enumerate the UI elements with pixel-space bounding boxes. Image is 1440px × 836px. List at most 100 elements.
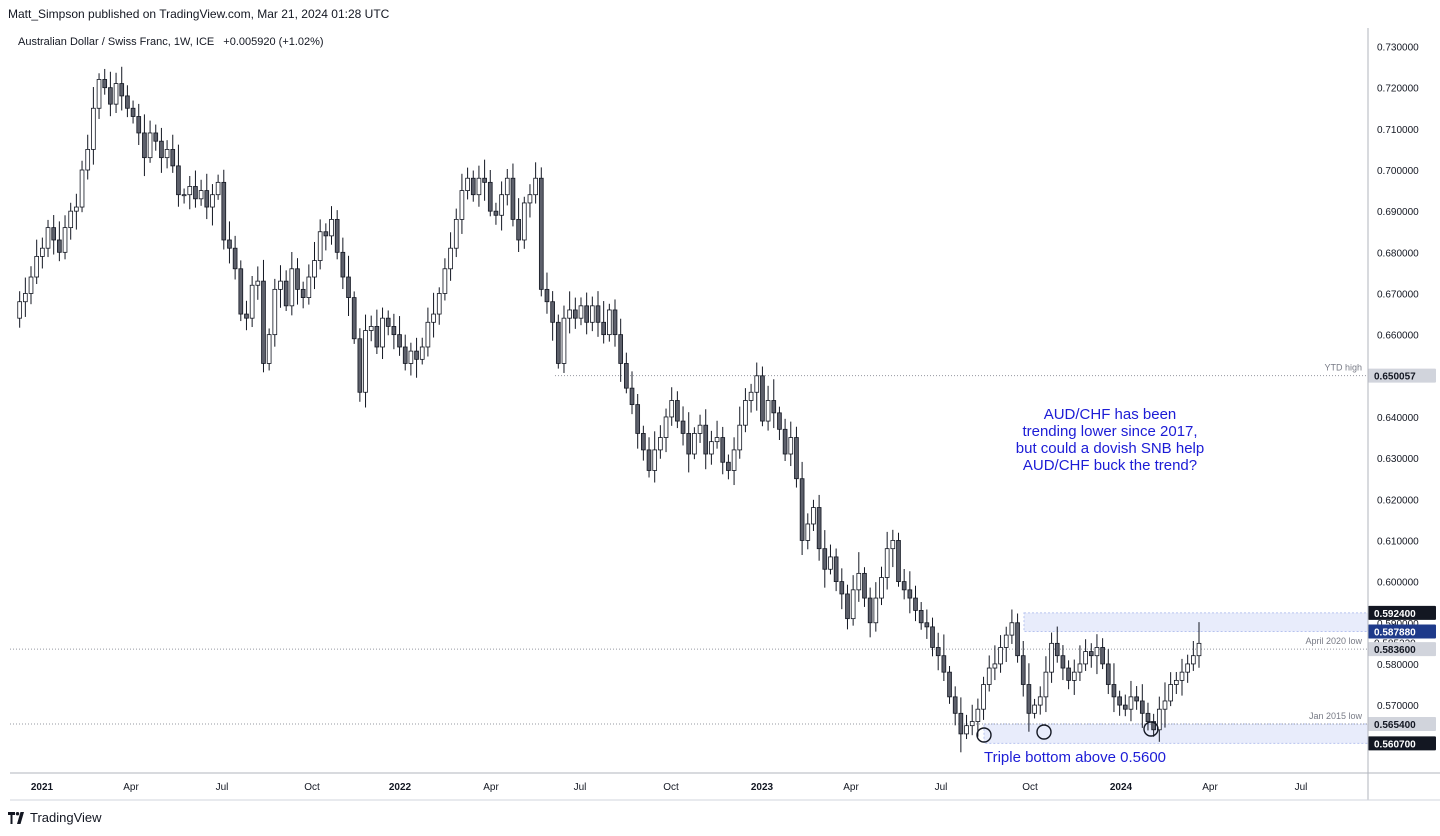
candle (856, 552, 862, 602)
footer-brand[interactable]: TradingView (8, 810, 102, 825)
candle (754, 362, 760, 411)
candle-body (913, 597, 918, 611)
x-axis: 2021 Apr Jul Oct 2022 Apr Jul Oct 2023 Apr Jul Oct 2… (31, 782, 1308, 793)
candle (176, 144, 181, 207)
candle (470, 170, 476, 202)
candle-body (142, 132, 147, 159)
candle-body (867, 597, 873, 624)
candle-body (771, 400, 777, 414)
candle-body (675, 400, 680, 422)
candle-body (499, 194, 504, 216)
zones-layer (983, 612, 1369, 744)
candle (74, 193, 79, 230)
candle-body (845, 593, 850, 620)
comment-line: AUD/CHF has been (1044, 406, 1177, 423)
candle-body (782, 428, 788, 455)
price-badge (1368, 624, 1436, 639)
candle (85, 134, 91, 180)
candle (629, 371, 635, 415)
candle (646, 437, 652, 478)
y-tick-label: 0.570000 (1377, 701, 1419, 712)
x-tick-label: 2021 (31, 782, 54, 793)
candle (709, 430, 714, 465)
symbol-name: Australian Dollar / Swiss Franc, 1W, ICE (18, 36, 215, 48)
candle-body (255, 280, 261, 286)
candle (641, 425, 646, 461)
candle-body (731, 449, 737, 471)
candle-body (221, 181, 227, 241)
candle-body (306, 276, 312, 298)
candle-body (346, 276, 351, 298)
candle-body (555, 321, 561, 364)
candle-body (493, 210, 499, 216)
candle-body (1156, 708, 1162, 731)
candle (164, 140, 170, 169)
candle-body (907, 589, 913, 599)
candle (125, 85, 130, 118)
candle (737, 406, 743, 459)
candle-body (862, 572, 867, 599)
candle-body (45, 227, 51, 249)
candle-body (805, 523, 811, 541)
candle-body (442, 268, 448, 294)
candle-body (935, 647, 941, 657)
candle-body (1139, 700, 1145, 714)
candle-body (1128, 696, 1134, 710)
candle (357, 328, 363, 402)
y-tick-label: 0.670000 (1377, 289, 1419, 300)
candle-body (176, 165, 181, 196)
candle (1105, 649, 1111, 695)
candle (210, 184, 215, 226)
candle-body (890, 540, 896, 550)
candle-body (136, 116, 142, 134)
candle-body (612, 309, 618, 336)
candle (986, 655, 992, 692)
candle (839, 568, 845, 610)
candle-body (283, 280, 289, 307)
candle (448, 232, 453, 281)
candle (232, 235, 238, 280)
candle-body (232, 247, 238, 270)
candle-body (1003, 634, 1009, 648)
candle (907, 571, 913, 614)
candle (816, 494, 822, 561)
candle-body (17, 301, 22, 319)
candle-body (595, 305, 601, 323)
candle-body (414, 350, 419, 360)
candle (385, 310, 391, 336)
candle-body (329, 218, 334, 237)
candle-body (544, 288, 550, 303)
candle-body (1151, 721, 1156, 731)
y-tick-label: 0.720000 (1377, 84, 1419, 95)
y-tick-label: 0.590000 (1377, 619, 1419, 630)
y-tick-label: 0.700000 (1377, 166, 1419, 177)
candle (119, 66, 125, 111)
x-tick-label: Jul (1295, 782, 1308, 793)
candles-layer (17, 66, 1202, 753)
triple-bottom-label: Triple bottom above 0.5600 (984, 749, 1166, 766)
candle (329, 206, 334, 245)
candle (453, 208, 459, 258)
candle-body (68, 210, 74, 229)
candle (692, 427, 697, 460)
candle (811, 499, 816, 531)
candle (68, 202, 74, 240)
candle-body (850, 589, 856, 620)
candle (731, 437, 737, 486)
candle-body (998, 647, 1003, 665)
candle-body (1071, 671, 1077, 681)
candle-body (572, 309, 578, 319)
candle-body (181, 194, 187, 197)
candle (17, 291, 22, 328)
candle-body (1032, 704, 1037, 714)
candle (1122, 694, 1128, 717)
candle-body (96, 79, 102, 109)
candle (244, 300, 249, 331)
candle (555, 314, 561, 369)
candle (777, 406, 782, 441)
candle (34, 239, 40, 285)
candle-body (244, 313, 249, 319)
candle-body (658, 437, 663, 451)
candle (771, 379, 777, 429)
